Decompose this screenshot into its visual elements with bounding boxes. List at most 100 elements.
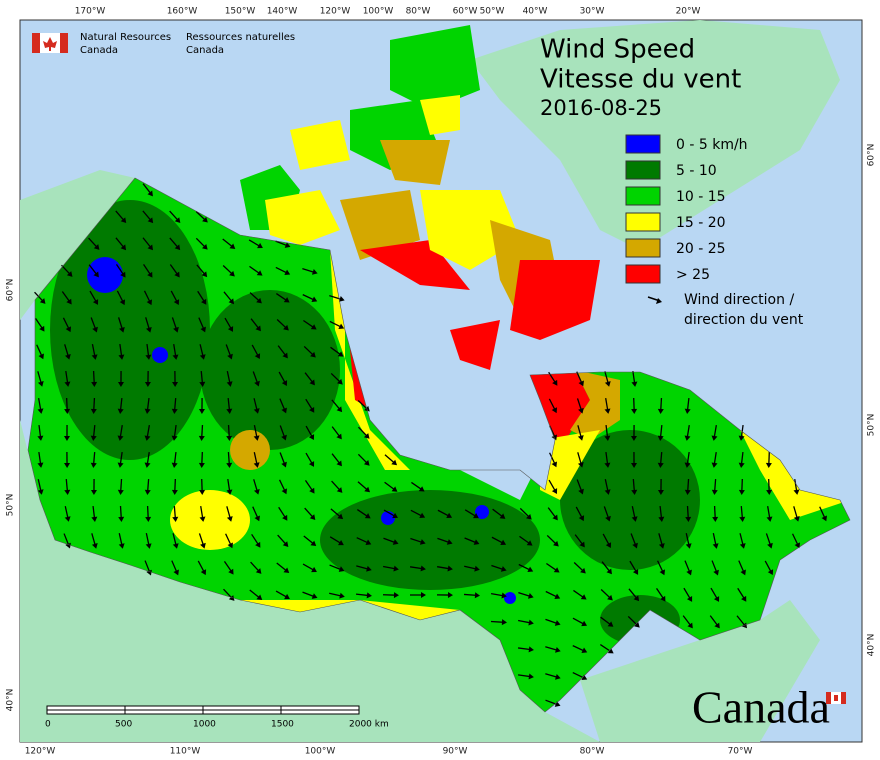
- wind-arrow: [63, 533, 71, 549]
- arrow-head: [227, 353, 233, 360]
- arrow-head: [202, 243, 208, 250]
- arrow-head: [337, 513, 344, 520]
- wind-arrow: [765, 533, 773, 549]
- wordmark-flag: [834, 695, 838, 701]
- arrow-shaft: [409, 566, 424, 570]
- wind-arrow: [656, 587, 666, 602]
- wind-arrow: [545, 618, 561, 626]
- arrow-head: [634, 621, 640, 628]
- wind-arrow: [226, 397, 233, 414]
- wind-arrow: [34, 291, 46, 304]
- legend-swatch: [625, 212, 661, 232]
- arrow-shaft: [302, 294, 315, 301]
- wind-arrow: [410, 537, 426, 545]
- arrow-shaft: [577, 452, 583, 465]
- wind-arrow: [198, 424, 205, 441]
- arrow-shaft: [37, 479, 42, 493]
- usa-east: [580, 600, 820, 742]
- arrow-shaft: [115, 237, 125, 249]
- arrow-shaft: [384, 454, 396, 464]
- arrow-head: [145, 516, 152, 522]
- arrow-shaft: [253, 425, 258, 439]
- arrow-head: [605, 515, 611, 522]
- arrow-shaft: [604, 371, 609, 384]
- wind-arrow: [303, 345, 316, 358]
- zone: [320, 490, 540, 590]
- arrow-shaft: [713, 425, 717, 439]
- arrow-shaft: [92, 370, 95, 385]
- wind-arrow: [437, 565, 453, 572]
- wind-arrow: [517, 646, 534, 653]
- wind-arrow: [302, 294, 318, 302]
- wind-arrow: [331, 453, 342, 467]
- arrow-shaft: [490, 620, 505, 623]
- arrow-shaft: [276, 319, 288, 329]
- arrow-head: [66, 271, 73, 277]
- arrow-head: [255, 568, 262, 574]
- wind-arrow: [575, 506, 585, 522]
- wind-arrow: [91, 370, 98, 387]
- arrow-head: [633, 595, 640, 602]
- wind-arrow: [118, 505, 125, 522]
- arrow-head: [174, 244, 181, 251]
- wind-arrow: [739, 505, 746, 522]
- legend-label: 15 - 20: [676, 215, 726, 231]
- wind-arrow: [738, 560, 746, 576]
- arrow-head: [91, 516, 98, 522]
- wind-arrow: [199, 344, 206, 360]
- legend-label: 0 - 5 km/h: [676, 137, 748, 153]
- arrow-shaft: [278, 479, 286, 492]
- arrow-head: [391, 459, 398, 466]
- arrow-shaft: [92, 424, 96, 439]
- arrow-shaft: [146, 451, 150, 466]
- arrow-head: [66, 298, 72, 305]
- wind-arrow: [464, 509, 479, 519]
- wind-arrow: [631, 370, 638, 387]
- arrow-shaft: [632, 478, 636, 493]
- wind-arrow: [277, 534, 289, 547]
- arrow-shaft: [305, 425, 313, 438]
- wind-arrow: [61, 291, 72, 305]
- arrow-head: [282, 352, 288, 359]
- arrow-shaft: [302, 267, 315, 274]
- wind-arrow: [226, 451, 233, 468]
- arrow-head: [657, 462, 664, 468]
- arrow-head: [338, 566, 345, 572]
- arrow-shaft: [329, 536, 342, 545]
- arrow-head: [118, 354, 125, 360]
- arrow-head: [93, 244, 100, 250]
- arrow-shaft: [686, 424, 690, 439]
- arrow-head: [631, 408, 638, 414]
- arrow-shaft: [464, 565, 478, 570]
- wind-arrow: [545, 590, 561, 600]
- wind-arrow: [172, 370, 179, 387]
- arrow-shaft: [252, 506, 259, 519]
- zone: [504, 592, 516, 604]
- arrow-head: [172, 354, 179, 360]
- arrow-head: [767, 569, 774, 576]
- arrow-shaft: [491, 564, 504, 571]
- wind-arrow: [90, 424, 97, 441]
- legend-swatch: [625, 160, 661, 180]
- arrow-head: [253, 462, 260, 468]
- wind-arrow: [115, 264, 126, 278]
- island: [265, 190, 340, 245]
- arrow-shaft: [740, 505, 744, 520]
- wind-arrow: [249, 292, 262, 304]
- arrow-shaft: [196, 264, 206, 276]
- arrow-shaft: [171, 317, 178, 330]
- lon-label: 110°W: [170, 747, 201, 757]
- arrow-head: [474, 565, 480, 572]
- arrow-head: [64, 489, 71, 495]
- arrow-head: [202, 216, 208, 223]
- arrow-head: [338, 323, 345, 330]
- arrow-shaft: [63, 533, 70, 546]
- arrow-shaft: [384, 481, 396, 491]
- island: [510, 260, 600, 340]
- wind-arrow: [248, 239, 263, 249]
- arrow-head: [580, 594, 587, 600]
- arrow-shaft: [574, 534, 584, 546]
- arrow-head: [499, 513, 506, 519]
- wind-arrow: [250, 318, 261, 332]
- legend: 0 - 5 km/h 5 - 10 10 - 15 15 - 20 20 - 25 > 2…: [625, 134, 748, 284]
